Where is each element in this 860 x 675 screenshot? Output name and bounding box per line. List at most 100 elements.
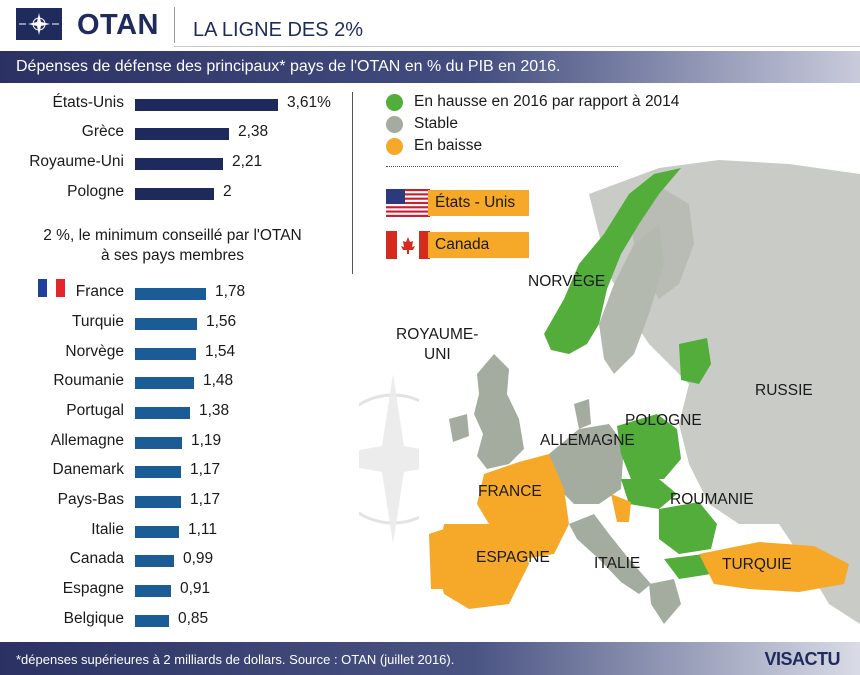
us-flag-icon [386,189,430,217]
map-label-roumanie: ROUMANIE [670,491,754,508]
bar-row: Turquie 1,56 [0,311,345,335]
bar-row: Italie 1,11 [0,519,345,543]
bar-category-label: Belgique [63,610,124,627]
bar [135,288,206,300]
bar-value-label: 0,91 [180,580,211,597]
bar-row: Pologne 2 [0,181,345,205]
bar [135,99,278,111]
bar [135,496,181,508]
bar-value-label: 0,99 [183,550,214,567]
bar-row: États-Unis 3,61% [0,92,345,116]
credit-logo: VISACTU [764,649,840,669]
bar [135,348,196,360]
bar [135,585,171,597]
bar-category-label: États-Unis [52,94,125,111]
bar-category-label: Danemark [52,461,125,478]
map-label-allemagne: ALLEMAGNE [540,432,635,449]
bar-category-label: Pays-Bas [57,491,124,508]
map-label-royaume-uni-1: ROYAUME- [396,326,479,343]
bar [135,407,190,419]
bar [135,128,229,140]
bar-value-label: 1,17 [190,491,221,508]
legend-increase-label: En hausse en 2016 par rapport à 2014 [414,93,680,110]
bar-value-label: 1,11 [188,521,218,538]
header-separator [174,7,175,43]
subtitle-band: Dépenses de défense des principaux* pays… [0,51,860,83]
map-label-turquie: TURQUIE [722,556,792,573]
bar-row: Espagne 0,91 [0,578,345,602]
bar-value-label: 1,38 [199,402,230,419]
footer: *dépenses supérieures à 2 milliards de d… [0,642,860,675]
bar-value-label: 0,85 [178,610,209,627]
bar-row: Portugal 1,38 [0,400,345,424]
bar-category-label: Turquie [72,313,124,330]
bar-value-label: 1,56 [206,313,237,330]
bar-value-label: 1,17 [190,461,221,478]
bar-value-label: 1,48 [203,372,234,389]
threshold-note-line2: à ses pays membres [101,247,244,264]
threshold-note-line1: 2 %, le minimum conseillé par l'OTAN [43,227,302,244]
bar-value-label: 3,61% [287,94,331,111]
map-label-italie: ITALIE [594,555,641,572]
bar-category-label: Italie [91,521,124,538]
map-label-espagne: ESPAGNE [476,549,550,566]
map-label-norvege: NORVÈGE [528,273,606,290]
bar-value-label: 1,19 [191,432,222,449]
bar-value-label: 2,38 [238,123,269,140]
bar-row: Belgique 0,85 [0,608,345,632]
bar [135,437,182,449]
bar [135,158,223,170]
bar [135,377,194,389]
nato-flag-icon [16,8,62,40]
bar-category-label: Portugal [66,402,124,419]
header: OTAN LA LIGNE DES 2% [0,0,860,50]
bar [135,466,181,478]
bar-row: Grèce 2,38 [0,121,345,145]
europe-map [359,84,860,642]
bar [135,615,169,627]
legend-decrease-dot [386,138,403,155]
bar-row: Roumanie 1,48 [0,370,345,394]
bar [135,555,174,567]
canada-label: Canada [435,236,490,253]
us-label: États - Unis [435,194,516,211]
france-flag-icon [38,279,65,297]
bar-category-label: Allemagne [50,432,124,449]
bar [135,318,197,330]
map-label-russie: RUSSIE [755,382,813,399]
source-note: *dépenses supérieures à 2 milliards de d… [16,652,455,667]
bar-row: Canada 0,99 [0,548,345,572]
bar-value-label: 2 [223,183,232,200]
legend-stable-label: Stable [414,115,458,132]
map-label-pologne: POLOGNE [625,412,702,429]
us-label-box: États - Unis [428,190,529,216]
legend-increase-dot [386,94,403,111]
page-title: LA LIGNE DES 2% [193,19,364,41]
header-rule [174,46,860,47]
bar-category-label: Royaume-Uni [29,153,124,170]
bar [135,526,179,538]
map-label-royaume-uni-2: UNI [424,346,451,363]
bar-category-label: Roumanie [53,372,124,389]
bar-category-label: Grèce [81,123,124,140]
chart-subtitle: Dépenses de défense des principaux* pays… [16,58,561,75]
bar-category-label: Norvège [65,343,124,360]
bar-row: Pays-Bas 1,17 [0,489,345,513]
bar-row: Danemark 1,17 [0,459,345,483]
bar-value-label: 1,78 [215,283,246,300]
column-divider [352,92,353,274]
bar-category-label: Espagne [62,580,124,597]
bar-value-label: 2,21 [232,153,263,170]
legend-stable-dot [386,116,403,133]
bar-category-label: Canada [69,550,124,567]
legend-divider [386,166,618,167]
canada-label-box: Canada [428,232,529,258]
bar-row: Norvège 1,54 [0,341,345,365]
canada-flag-icon [386,231,430,259]
bar-row: France 1,78 [0,281,345,305]
bar [135,188,214,200]
bar-value-label: 1,54 [205,343,236,360]
bar-category-label: Pologne [67,183,124,200]
legend-decrease-label: En baisse [414,137,483,154]
map-label-france: FRANCE [478,483,542,500]
